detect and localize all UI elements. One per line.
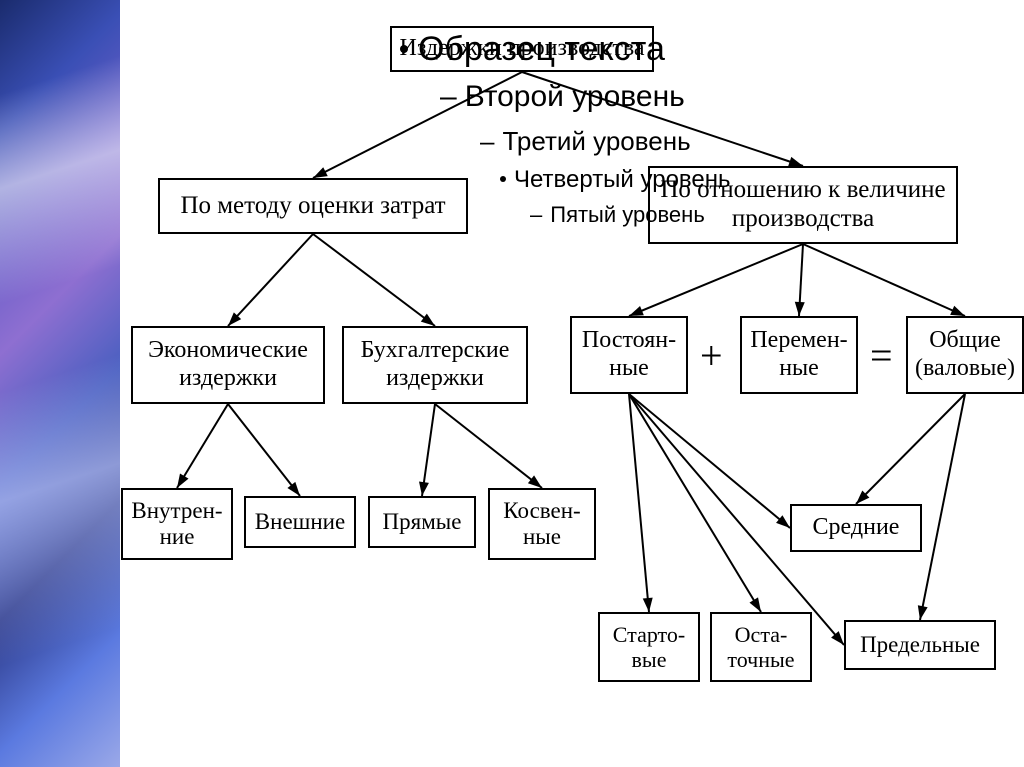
node-economic: Экономические издержки [131, 326, 325, 404]
node-internal: Внутрен- ние [121, 488, 233, 560]
placeholder-level-4: Четвертый уровень [500, 166, 731, 194]
diagram-stage: Издержки производства По методу оценки з… [0, 0, 1024, 767]
node-fixed: Постоян- ные [570, 316, 688, 394]
bullet-icon [400, 45, 408, 53]
bullet-icon [500, 176, 506, 182]
node-marginal: Предельные [844, 620, 996, 670]
dash-icon: – [480, 126, 494, 157]
node-residual: Оста- точные [710, 612, 812, 682]
dash-icon: – [440, 80, 457, 114]
node-direct: Прямые [368, 496, 476, 548]
placeholder-level-2: –Второй уровень [440, 80, 685, 114]
decorative-sidebar [0, 0, 120, 767]
equals-operator: = [870, 332, 893, 379]
placeholder-level-3: –Третий уровень [480, 126, 691, 157]
plus-operator: + [700, 332, 723, 379]
node-method: По методу оценки затрат [158, 178, 468, 234]
node-accounting: Бухгалтерские издержки [342, 326, 528, 404]
node-variable: Перемен- ные [740, 316, 858, 394]
placeholder-level-5: –Пятый уровень [530, 202, 705, 228]
node-average: Средние [790, 504, 922, 552]
dash-icon: – [530, 202, 542, 228]
node-total: Общие (валовые) [906, 316, 1024, 394]
node-external: Внешние [244, 496, 356, 548]
node-indirect: Косвен- ные [488, 488, 596, 560]
node-start: Старто- вые [598, 612, 700, 682]
placeholder-level-1: Образец текста [400, 30, 665, 69]
